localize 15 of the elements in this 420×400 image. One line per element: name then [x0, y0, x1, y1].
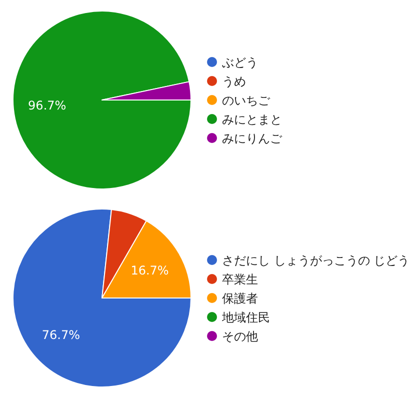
pie-slice	[12, 208, 192, 388]
pie-slice	[12, 10, 192, 190]
legend-label: みにりんご	[222, 132, 283, 146]
legend-label: のいちご	[222, 94, 271, 108]
legend-label: 卒業生	[222, 272, 258, 286]
legend-label: 地域住民	[221, 310, 270, 324]
data-label: 96.7%	[28, 98, 66, 113]
legend-label: みにとまと	[222, 112, 282, 126]
data-label: 76.7%	[42, 328, 80, 342]
legend-label: ぶどう	[222, 56, 258, 70]
legend-label: 保護者	[222, 292, 258, 306]
legend-label: うめ	[222, 74, 246, 88]
data-label: 16.7%	[130, 263, 169, 278]
legend-label: さだにし しょうがっこうの じどう	[222, 254, 410, 268]
legend-label: その他	[222, 330, 258, 344]
